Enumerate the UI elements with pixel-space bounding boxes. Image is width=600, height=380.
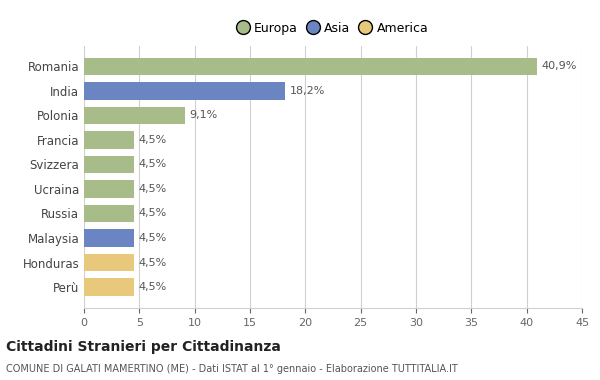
Text: 4,5%: 4,5%: [138, 258, 166, 268]
Bar: [84, 131, 134, 149]
Text: 4,5%: 4,5%: [138, 135, 166, 145]
Text: 4,5%: 4,5%: [138, 282, 166, 292]
Text: Cittadini Stranieri per Cittadinanza: Cittadini Stranieri per Cittadinanza: [6, 340, 281, 355]
Bar: [84, 229, 134, 247]
Bar: [84, 82, 286, 100]
Text: 4,5%: 4,5%: [138, 209, 166, 218]
Text: 4,5%: 4,5%: [138, 233, 166, 243]
Text: 18,2%: 18,2%: [290, 86, 325, 96]
Bar: [84, 57, 536, 75]
Text: COMUNE DI GALATI MAMERTINO (ME) - Dati ISTAT al 1° gennaio - Elaborazione TUTTIT: COMUNE DI GALATI MAMERTINO (ME) - Dati I…: [6, 364, 458, 374]
Bar: [84, 278, 134, 296]
Bar: [84, 156, 134, 173]
Bar: [84, 180, 134, 198]
Bar: [84, 254, 134, 271]
Legend: Europa, Asia, America: Europa, Asia, America: [234, 18, 432, 38]
Bar: [84, 106, 185, 124]
Text: 40,9%: 40,9%: [541, 61, 577, 71]
Text: 4,5%: 4,5%: [138, 160, 166, 169]
Text: 9,1%: 9,1%: [189, 111, 217, 120]
Text: 4,5%: 4,5%: [138, 184, 166, 194]
Bar: [84, 205, 134, 222]
